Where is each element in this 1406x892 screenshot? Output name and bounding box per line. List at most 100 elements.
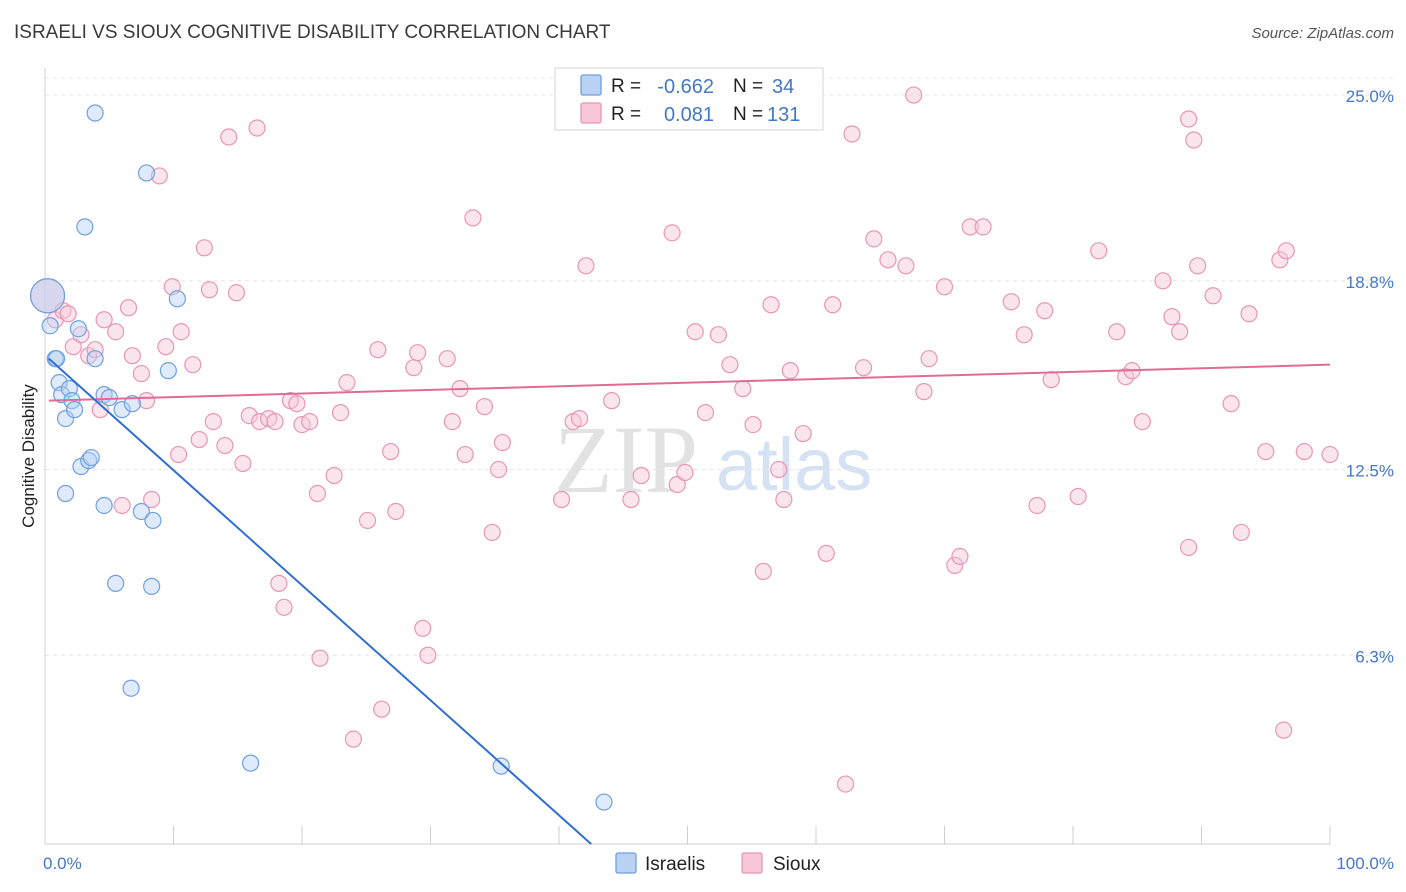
sioux-n-label: N = — [733, 104, 763, 125]
sioux-point-81 — [744, 415, 762, 434]
israeli-point-19 — [107, 574, 125, 592]
sioux-point-74 — [668, 475, 686, 494]
sioux-point-85 — [775, 490, 793, 509]
sioux-point-24 — [195, 239, 213, 257]
sioux-point-42 — [308, 484, 327, 503]
israeli-point-31 — [492, 757, 510, 775]
israelis-n-value: 34 — [772, 76, 794, 98]
sioux-point-66 — [552, 490, 571, 509]
sioux-point-62 — [475, 398, 494, 416]
sioux-point-15 — [137, 392, 156, 410]
sioux-point-43 — [311, 649, 329, 667]
sioux-point-131 — [1321, 445, 1339, 464]
israeli-point-23 — [137, 164, 156, 182]
sioux-point-96 — [905, 86, 923, 104]
series-legend: Israelis Sioux — [615, 852, 821, 875]
stats-legend: R = -0.662 N = 34 R = 0.081 N = 131 — [554, 67, 824, 131]
sioux-point-69 — [577, 257, 595, 275]
sioux-point-23 — [190, 430, 208, 449]
sioux-point-120 — [1189, 257, 1207, 275]
israeli-point-11 — [76, 218, 94, 236]
sioux-point-64 — [490, 460, 508, 479]
sioux-point-119 — [1185, 131, 1203, 149]
sioux-point-118 — [1180, 110, 1198, 128]
sioux-point-61 — [464, 209, 482, 227]
watermark: ZIP atlas — [554, 406, 872, 513]
sioux-point-87 — [794, 424, 812, 443]
israeli-point-29 — [86, 104, 104, 122]
sioux-point-49 — [369, 341, 387, 359]
israeli-point-30 — [242, 754, 260, 772]
x-minor-ticks — [173, 826, 1331, 844]
israeli-point-32 — [595, 793, 613, 811]
sioux-point-108 — [1042, 371, 1060, 389]
israeli-point-1 — [41, 317, 59, 335]
sioux-point-9 — [95, 311, 113, 329]
sioux-point-103 — [974, 218, 992, 236]
sioux-point-82 — [754, 562, 772, 580]
sioux-point-79 — [721, 356, 739, 374]
israeli-point-14 — [86, 350, 104, 368]
sioux-point-122 — [1204, 287, 1222, 305]
sioux-point-12 — [119, 299, 138, 317]
sioux-point-116 — [1163, 308, 1181, 326]
sioux-point-71 — [622, 490, 640, 509]
sioux-point-130 — [1295, 442, 1313, 461]
sioux-point-16 — [143, 490, 161, 509]
sioux-point-73 — [663, 224, 681, 242]
sioux-point-98 — [920, 350, 938, 368]
sioux-point-97 — [915, 383, 933, 401]
sioux-point-26 — [204, 412, 222, 431]
sioux-point-54 — [409, 344, 427, 362]
sioux-point-90 — [836, 775, 855, 793]
y-tick-label-3: 25.0% — [1346, 87, 1394, 106]
sioux-point-70 — [603, 392, 621, 410]
sioux-point-35 — [266, 412, 284, 431]
sioux-point-57 — [438, 350, 456, 368]
sioux-point-93 — [865, 230, 883, 248]
israeli-point-0 — [29, 278, 66, 314]
israeli-point-9 — [69, 320, 88, 338]
sioux-point-58 — [443, 412, 461, 431]
israelis-n-label: N = — [733, 76, 763, 97]
chart-title: ISRAELI VS SIOUX COGNITIVE DISABILITY CO… — [14, 22, 611, 43]
israeli-points — [29, 104, 613, 811]
israelis-r-value: -0.662 — [657, 76, 714, 98]
sioux-point-14 — [132, 365, 150, 383]
sioux-point-37 — [275, 598, 293, 616]
israelis-legend-swatch — [580, 74, 602, 96]
israeli-point-18 — [100, 389, 118, 407]
sioux-n-value: 131 — [767, 104, 800, 126]
sioux-point-65 — [493, 433, 512, 452]
sioux-point-10 — [107, 323, 125, 341]
israeli-point-24 — [143, 577, 161, 595]
watermark-atlas: atlas — [716, 423, 872, 506]
sioux-point-126 — [1257, 442, 1275, 461]
israeli-point-5 — [56, 409, 75, 428]
sioux-point-104 — [1002, 293, 1020, 311]
sioux-point-115 — [1154, 272, 1172, 290]
sioux-point-3 — [59, 305, 77, 323]
sioux-point-106 — [1028, 496, 1046, 515]
sioux-point-20 — [170, 445, 188, 464]
sioux-point-95 — [897, 257, 915, 275]
sioux-point-48 — [358, 511, 377, 530]
sioux-point-94 — [879, 251, 897, 269]
israeli-point-17 — [95, 496, 113, 515]
sioux-point-76 — [686, 323, 704, 341]
sioux-point-124 — [1240, 305, 1258, 323]
sioux-point-53 — [405, 359, 423, 377]
sioux-point-50 — [373, 700, 391, 718]
sioux-point-84 — [770, 460, 788, 479]
sioux-point-80 — [734, 380, 752, 398]
sioux-point-31 — [240, 406, 258, 425]
sioux-point-72 — [632, 466, 650, 485]
israeli-point-21 — [123, 395, 141, 413]
sioux-point-18 — [157, 338, 175, 356]
sioux-point-123 — [1222, 395, 1240, 413]
israeli-point-12 — [80, 451, 98, 470]
sioux-point-13 — [123, 347, 141, 365]
sioux-point-32 — [248, 119, 266, 137]
sioux-point-92 — [854, 359, 873, 377]
sioux-point-101 — [951, 547, 969, 566]
